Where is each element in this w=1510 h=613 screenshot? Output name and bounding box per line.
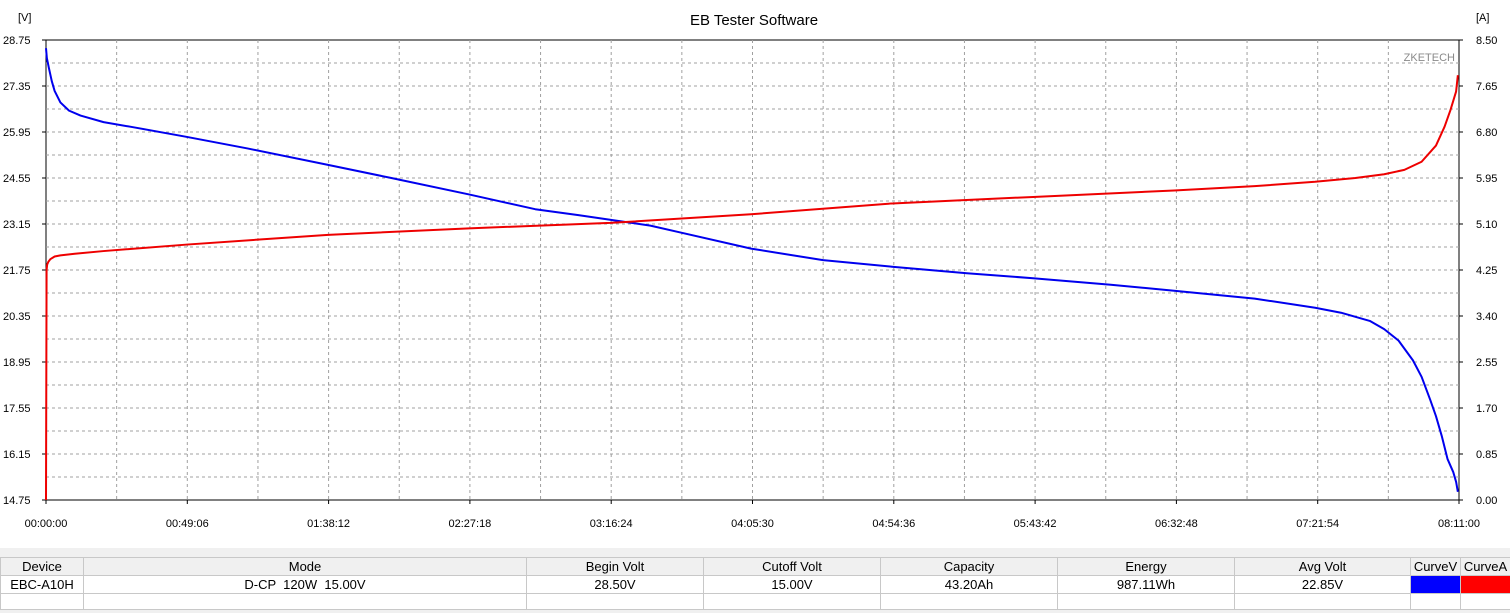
series: [45, 48, 1459, 501]
chart-title: EB Tester Software: [690, 12, 818, 29]
empty-cell: [526, 593, 704, 610]
y-left-tick-label: 23.15: [3, 219, 31, 231]
y-left-tick-label: 16.15: [3, 449, 31, 461]
header-curve-v: CurveV: [1410, 557, 1461, 576]
header-capacity: Capacity: [880, 557, 1058, 576]
x-tick-label: 08:11:00: [1438, 518, 1480, 530]
series-line-curvea: [45, 75, 1459, 501]
y-right-tick-label: 5.95: [1476, 173, 1497, 185]
voltage-current-chart: EB Tester Software [V] [A] ZKETECH 28.75…: [3, 12, 1497, 530]
header-mode: Mode: [83, 557, 527, 576]
y-right-unit: [A]: [1476, 12, 1489, 24]
x-tick-label: 00:00:00: [25, 518, 68, 530]
y-right-ticks: 8.50 7.65 6.80 5.95 5.10 4.25 3.40 2.55 1.70 0.85…: [1459, 35, 1497, 507]
empty-cell: [880, 593, 1058, 610]
y-right-tick-label: 6.80: [1476, 127, 1497, 139]
table-header-row: Device Mode Begin Volt Cutoff Volt Capac…: [0, 557, 1510, 576]
cell-curve-v[interactable]: [1410, 575, 1461, 594]
cell-curve-a[interactable]: [1460, 575, 1510, 594]
curve-v-color-swatch[interactable]: [1411, 576, 1460, 593]
empty-cell: [83, 593, 527, 610]
cell-capacity: 43.20Ah: [880, 575, 1058, 594]
x-tick-label: 03:16:24: [590, 518, 633, 530]
y-right-tick-label: 0.00: [1476, 495, 1497, 507]
header-cutoff-volt: Cutoff Volt: [703, 557, 881, 576]
y-left-tick-label: 20.35: [3, 311, 31, 323]
y-left-tick-label: 21.75: [3, 265, 31, 277]
empty-cell: [0, 593, 84, 610]
header-device: Device: [0, 557, 84, 576]
cell-device: EBC-A10H: [0, 575, 84, 594]
y-left-tick-label: 17.55: [3, 403, 31, 415]
y-right-tick-label: 1.70: [1476, 403, 1497, 415]
header-begin-volt: Begin Volt: [526, 557, 704, 576]
empty-cell: [1234, 593, 1411, 610]
y-left-tick-label: 14.75: [3, 495, 31, 507]
x-tick-label: 01:38:12: [307, 518, 350, 530]
empty-cell: [1410, 593, 1461, 610]
y-right-tick-label: 3.40: [1476, 311, 1497, 323]
cell-avg-volt: 22.85V: [1234, 575, 1411, 594]
empty-cell: [1460, 593, 1510, 610]
header-avg-volt: Avg Volt: [1234, 557, 1411, 576]
y-left-unit: [V]: [18, 12, 31, 24]
y-left-ticks: 28.75 27.35 25.95 24.55 23.15 21.75 20.35 18.95…: [3, 35, 46, 507]
results-panel: Device Mode Begin Volt Cutoff Volt Capac…: [0, 548, 1510, 613]
series-line-curvev: [45, 48, 1459, 492]
x-tick-label: 04:05:30: [731, 518, 774, 530]
y-right-tick-label: 7.65: [1476, 81, 1497, 93]
table-row[interactable]: EBC-A10H D-CP 120W 15.00V 28.50V 15.00V …: [0, 575, 1510, 594]
watermark: ZKETECH: [1404, 52, 1455, 64]
y-left-tick-label: 27.35: [3, 81, 31, 93]
cell-cutoff-volt: 15.00V: [703, 575, 881, 594]
empty-cell: [1057, 593, 1235, 610]
y-right-tick-label: 8.50: [1476, 35, 1497, 47]
y-right-tick-label: 5.10: [1476, 219, 1497, 231]
y-left-tick-label: 24.55: [3, 173, 31, 185]
x-tick-label: 02:27:18: [448, 518, 491, 530]
header-curve-a: CurveA: [1460, 557, 1510, 576]
y-left-tick-label: 25.95: [3, 127, 31, 139]
y-right-tick-label: 0.85: [1476, 449, 1497, 461]
y-left-tick-label: 28.75: [3, 35, 31, 47]
y-right-tick-label: 2.55: [1476, 357, 1497, 369]
curve-a-color-swatch[interactable]: [1461, 576, 1510, 593]
x-tick-label: 00:49:06: [166, 518, 209, 530]
empty-cell: [703, 593, 881, 610]
cell-begin-volt: 28.50V: [526, 575, 704, 594]
x-tick-label: 05:43:42: [1014, 518, 1057, 530]
y-right-tick-label: 4.25: [1476, 265, 1497, 277]
x-tick-label: 07:21:54: [1296, 518, 1339, 530]
chart-area: EB Tester Software [V] [A] ZKETECH 28.75…: [3, 12, 1497, 530]
header-energy: Energy: [1057, 557, 1235, 576]
table-empty-row: [0, 593, 1510, 610]
x-tick-label: 06:32:48: [1155, 518, 1198, 530]
y-left-tick-label: 18.95: [3, 357, 31, 369]
x-tick-label: 04:54:36: [872, 518, 915, 530]
cell-energy: 987.11Wh: [1057, 575, 1235, 594]
results-table: Device Mode Begin Volt Cutoff Volt Capac…: [0, 557, 1510, 610]
x-ticks: 00:00:00 00:49:06 01:38:12 02:27:18 03:16:24…: [25, 500, 1480, 530]
cell-mode: D-CP 120W 15.00V: [83, 575, 527, 594]
